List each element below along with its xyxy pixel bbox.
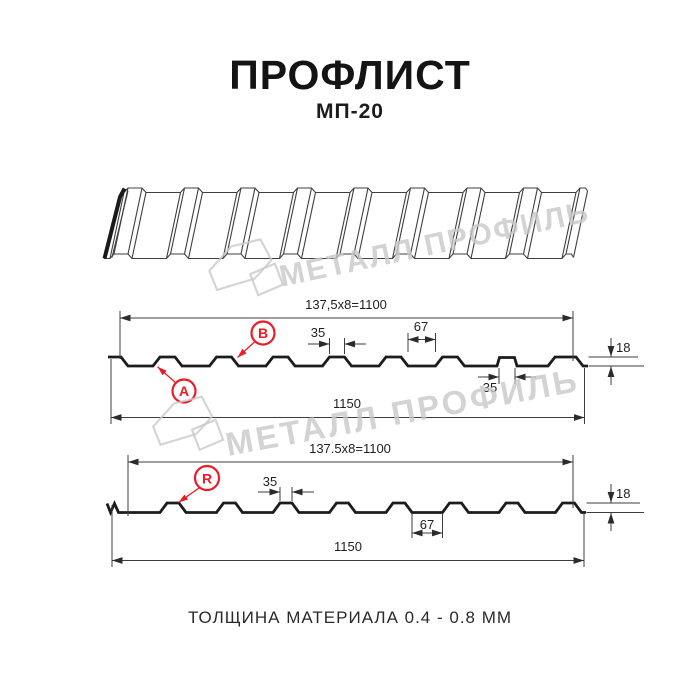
- dim-overlap-rib-35: 35: [483, 380, 497, 395]
- sheet-rib-line: [335, 192, 351, 259]
- sheet-rib-line: [183, 187, 200, 255]
- sheet-rib-line: [395, 187, 412, 255]
- label-a-callout: A: [157, 366, 197, 404]
- dim-rib-base-67: 67: [414, 319, 428, 334]
- label-b-circle: [250, 320, 276, 346]
- sheet-rib-line: [391, 192, 408, 259]
- sheet-rib-line: [504, 192, 521, 259]
- sheet-rib-line: [452, 187, 468, 255]
- sheet-rib-line: [169, 187, 186, 255]
- label-a: A: [179, 383, 189, 399]
- dim-module-bottom: 137.5x8=1100: [309, 441, 391, 456]
- sheet-rib-line: [572, 190, 589, 258]
- sheet-rib-line: [470, 192, 486, 259]
- profile-top-view: 137,5x8=1100 35 67 35 18 1150: [108, 297, 644, 424]
- sheet-rib-line: [526, 192, 543, 259]
- sheet-rib-line: [109, 192, 125, 259]
- watermark-text: МЕТАЛЛ ПРОФИЛЬ: [277, 195, 593, 293]
- dim-valley-67: 67: [420, 517, 434, 532]
- label-a-circle: [171, 378, 197, 404]
- dim-total-top: 1150: [333, 396, 361, 411]
- sheet-rib-line: [278, 192, 295, 259]
- sheet-cut-edge: [102, 187, 127, 259]
- sheet-rib-line: [127, 187, 143, 255]
- watermark-logo-icon: [151, 395, 225, 452]
- sheet-rib-line: [222, 192, 238, 259]
- sheet-rib-line: [300, 192, 317, 259]
- sheet-rib-line: [187, 192, 204, 259]
- label-b: B: [258, 325, 268, 341]
- watermark-top: МЕТАЛЛ ПРОФИЛЬ: [208, 195, 593, 297]
- dim-rib-top-35-bottom: 35: [263, 474, 277, 489]
- product-code: МП-20: [316, 100, 384, 123]
- profile-bottom-view: 137.5x8=1100 35 67 18 1150 R: [105, 441, 644, 567]
- watermark-text: МЕТАЛЛ ПРОФИЛЬ: [223, 361, 583, 463]
- dim-module-top: 137,5x8=1100: [305, 297, 387, 312]
- label-r-circle: [193, 464, 221, 492]
- dim-rib-top-35: 35: [311, 325, 325, 340]
- sheet-rib-line: [244, 192, 260, 259]
- sheet-rib-line: [522, 187, 539, 255]
- label-r: R: [202, 471, 212, 487]
- dim-height-18-top: 18: [616, 340, 630, 355]
- sheet-rib-line: [466, 187, 482, 255]
- sheet-rib-line: [165, 192, 182, 259]
- sheet-rib-line: [508, 187, 525, 255]
- sheet-rib-line: [561, 192, 577, 259]
- dim-height-18-bottom: 18: [616, 486, 630, 501]
- profile-bottom-outline: [105, 500, 586, 517]
- label-r-callout: R: [178, 464, 221, 504]
- label-b-callout: B: [237, 320, 276, 358]
- sheet-rib-line: [413, 192, 430, 259]
- dim-total-bottom: 1150: [334, 539, 362, 554]
- sheet-rib-line: [353, 187, 369, 255]
- sheet-rib-line: [282, 187, 299, 255]
- profile-top-outline: [108, 355, 588, 368]
- sheet-rib-line: [226, 187, 242, 255]
- sheet-3d-view: [102, 187, 589, 260]
- sheet-rib-line: [448, 192, 464, 259]
- watermark-logo-icon: [208, 238, 285, 297]
- sheet-rib-line: [357, 192, 373, 259]
- sheet-rib-line: [131, 192, 147, 259]
- page-title: ПРОФЛИСТ: [229, 52, 471, 98]
- sheet-rib-line: [339, 187, 355, 255]
- sheet-cut-edge-inner: [111, 190, 129, 258]
- sheet-rib-line: [565, 187, 581, 255]
- sheet-rib-line: [409, 187, 426, 255]
- thickness-note: ТОЛЩИНА МАТЕРИАЛА 0.4 - 0.8 ММ: [187, 608, 513, 627]
- sheet-rib-line: [296, 187, 313, 255]
